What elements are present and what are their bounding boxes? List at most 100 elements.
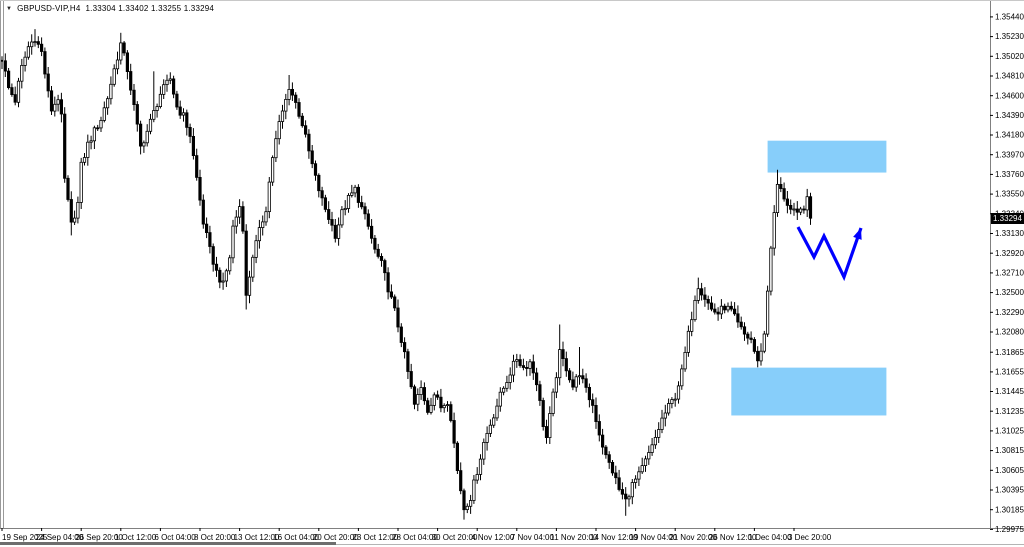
candle-body (168, 78, 172, 81)
time-tick-label: 6 Oct 04:00 (154, 533, 196, 542)
candle-body (264, 211, 268, 223)
candle-body (290, 89, 295, 96)
candle-body (366, 213, 370, 227)
candle-body (287, 89, 291, 100)
candle-body (175, 93, 179, 108)
candle-body (7, 70, 11, 88)
candle-body (716, 311, 720, 315)
candle-body (564, 358, 568, 372)
candle-body (571, 379, 575, 388)
candle-body (766, 290, 770, 335)
candle-body (122, 42, 126, 54)
candle-body (630, 482, 634, 498)
candle-body (419, 387, 423, 395)
candle-body (459, 470, 463, 492)
candle-body (558, 349, 562, 379)
candle-body (198, 176, 202, 201)
price-tick-label: 1.35230 (995, 32, 1024, 41)
candle-body (799, 208, 803, 213)
candle-body (455, 442, 460, 472)
candle-body (468, 500, 473, 507)
candle-body (237, 206, 242, 218)
candle-body (241, 206, 245, 232)
candle-body (432, 394, 436, 406)
demand-zone-rect[interactable] (731, 367, 887, 416)
candle-body (538, 384, 542, 401)
candle-body (624, 493, 628, 500)
candle-body (135, 104, 139, 125)
candle-body (49, 90, 54, 112)
supply-zone-rect[interactable] (767, 140, 887, 173)
candle-body (746, 333, 750, 339)
candle-body (171, 78, 176, 95)
candle-body (581, 375, 585, 380)
candle-body (224, 270, 228, 282)
candle-body (772, 212, 776, 249)
candle-body (528, 361, 532, 369)
candle-body (465, 505, 469, 510)
price-tick-label: 1.31655 (995, 368, 1024, 377)
candle-body (356, 186, 361, 203)
candle-body (604, 446, 608, 456)
candle-body (73, 217, 77, 223)
symbol-dropdown-icon[interactable]: ▼ (6, 5, 13, 12)
candle-body (690, 319, 694, 332)
candle-body (637, 471, 641, 480)
window-top-border (0, 0, 1024, 1)
candle-body (125, 52, 129, 73)
candle-body (188, 127, 192, 137)
chart-left-edge (3, 0, 4, 528)
candle-body (785, 198, 790, 206)
candle-body (706, 298, 710, 304)
current-price-text: 1.33294 (993, 214, 1022, 223)
price-tick-label: 1.32710 (995, 269, 1024, 278)
candle-body (333, 224, 337, 239)
horizontal-scrollbar-track[interactable] (0, 544, 1024, 545)
candle-body (102, 107, 106, 121)
candle-body (535, 372, 539, 386)
candle-body (26, 46, 31, 58)
price-tick-label: 1.35440 (995, 13, 1024, 22)
candle-body (752, 339, 757, 352)
candle-body (422, 387, 427, 402)
price-tick-label: 1.34390 (995, 111, 1024, 120)
candle-body (442, 405, 446, 409)
arrowhead-icon (853, 228, 862, 240)
time-tick-label: 28 Oct 04:00 (392, 533, 438, 542)
candle-body (340, 209, 344, 226)
candle-body (673, 398, 677, 401)
candle-body (106, 98, 110, 109)
candle-body (402, 342, 407, 353)
candle-body (20, 65, 24, 82)
candle-body (69, 199, 73, 223)
candle-body (591, 399, 595, 406)
candle-body (435, 394, 440, 398)
horizontal-scrollbar-thumb[interactable] (0, 542, 336, 545)
candle-body (399, 326, 403, 343)
price-tick-label: 1.35020 (995, 52, 1024, 61)
candle-body (515, 359, 519, 362)
candle-body (775, 183, 780, 213)
candle-body (369, 225, 374, 239)
time-tick-label: 26 Nov 12:00 (709, 533, 757, 542)
candle-body (96, 127, 100, 130)
time-tick-label: 24 Sep 04:00 (36, 533, 84, 542)
candle-body (317, 174, 321, 192)
candle-body (336, 224, 341, 239)
candle-body (261, 221, 265, 228)
candle-body (303, 125, 308, 135)
arrow-layer (796, 226, 863, 282)
candle-body (683, 351, 687, 370)
price-tick-label: 1.34600 (995, 91, 1024, 100)
projection-zigzag-arrow[interactable] (796, 226, 863, 282)
candle-body (23, 56, 27, 66)
candle-body (749, 337, 753, 340)
candle-body (86, 141, 90, 158)
candle-body (762, 333, 766, 352)
candle-body (726, 305, 730, 311)
candle-body (158, 93, 162, 108)
candle-body (10, 87, 14, 95)
time-tick-label: 14 Nov 12:00 (590, 533, 638, 542)
